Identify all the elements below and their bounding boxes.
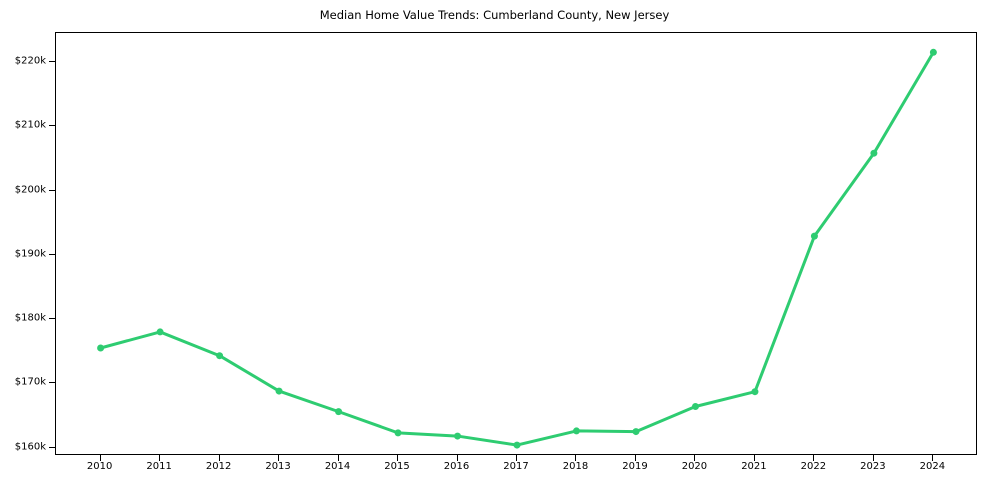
x-axis-tick-label: 2016 [443,461,470,472]
x-axis-tick-mark [575,455,577,461]
y-axis-tick-label: $180k [14,312,46,324]
y-axis-tick-label: $220k [14,55,46,67]
y-axis-tick-mark [49,446,55,448]
x-axis-tick-mark [634,455,636,461]
data-point-marker [929,48,937,56]
data-point-marker [632,428,640,436]
x-axis-tick-label: 2023 [860,461,886,472]
series-line-median-home-value [99,50,935,447]
x-axis-tick-label: 2022 [800,461,827,472]
chart-title: Median Home Value Trends: Cumberland Cou… [319,8,670,22]
x-axis-tick-mark [516,455,517,461]
plot-area [55,32,977,455]
y-axis-tick-labels: $160k $170k $180k $190k $200k $210k $220k [0,0,46,490]
x-axis-tick-mark [753,455,755,461]
x-axis-tick-mark [337,455,339,461]
data-point-marker [810,232,818,240]
series-markers [97,48,937,449]
data-point-marker [97,344,105,352]
y-axis-tick-mark [49,60,55,62]
x-axis-tick-label: 2020 [681,461,708,472]
data-point-marker [156,328,164,336]
x-axis-tick-label: 2018 [562,461,589,472]
x-axis-tick-label: 2014 [324,461,351,472]
data-point-marker [335,408,343,416]
data-point-marker [870,149,878,157]
y-axis-tick-mark [49,253,55,255]
y-axis-tick-label: $200k [14,184,46,195]
x-axis-tick-mark [694,455,696,461]
x-axis-tick-mark [813,455,815,461]
x-axis-tick-mark [99,455,101,461]
y-axis-tick-label: $170k [14,376,46,388]
x-axis-tick-label: 2011 [146,461,172,472]
x-axis-tick-label: 2019 [622,461,648,472]
y-axis-tick-mark [49,189,55,191]
x-axis-tick-label: 2013 [265,461,291,472]
y-axis-tick-label: $210k [14,119,46,131]
x-axis-tick-mark [218,455,220,461]
x-axis-tick-mark [278,455,280,461]
x-axis-tick-label: 2021 [741,461,767,472]
x-axis-tick-label: 2024 [919,461,946,472]
data-point-marker [691,403,699,410]
y-axis-tick-mark [49,125,55,127]
y-axis-tick-label: $160k [14,441,46,453]
line-chart-svg [97,48,937,449]
data-point-marker [751,388,759,396]
data-point-marker [275,387,283,395]
x-axis-tick-label: 2017 [503,461,529,472]
x-axis-tick-mark [159,455,161,461]
x-axis-tick-label: 2012 [205,461,232,472]
x-axis-tick-mark [456,455,458,461]
y-axis-tick-mark [49,382,55,384]
data-point-marker [513,441,521,449]
y-axis-tick-label: $190k [14,248,46,260]
y-axis-tick-mark [49,318,55,320]
x-axis-tick-mark [872,455,874,461]
x-axis-tick-label: 2015 [384,461,410,472]
data-point-marker [572,427,580,435]
x-axis-tick-mark [932,455,934,461]
x-axis-tick-label: 2010 [86,461,113,472]
x-axis-tick-mark [397,455,399,461]
data-point-marker [216,352,224,360]
data-point-marker [394,429,402,437]
data-point-marker [454,432,462,440]
